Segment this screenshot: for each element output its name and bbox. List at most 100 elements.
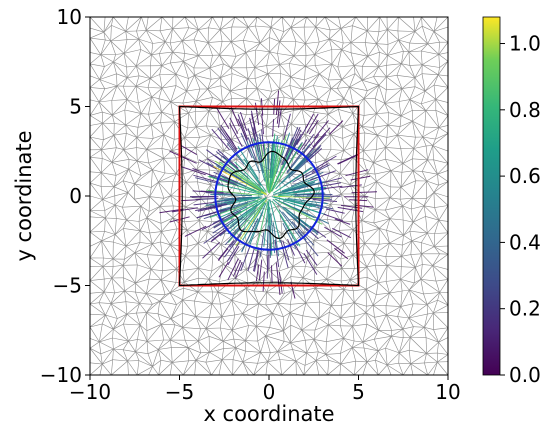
mesh-edge	[122, 169, 129, 181]
mesh-edge	[230, 78, 249, 92]
mesh-edge	[235, 169, 249, 184]
mesh-edge	[378, 281, 387, 283]
mesh-edge	[208, 110, 218, 113]
mesh-edge	[195, 352, 201, 361]
vector-arrow	[337, 153, 359, 165]
mesh-edge	[134, 196, 150, 200]
mesh-edge	[164, 292, 171, 295]
mesh-edge	[111, 85, 118, 101]
mesh-edge	[425, 99, 437, 111]
vector-arrow	[227, 258, 239, 281]
mesh-edge	[136, 17, 142, 32]
mesh-edge	[438, 42, 440, 55]
mesh-edge	[363, 149, 377, 151]
mesh-edge	[313, 339, 319, 352]
mesh-edge	[90, 280, 105, 293]
mesh-edge	[90, 210, 106, 219]
mesh-edge	[135, 351, 140, 361]
vector-arrow	[217, 183, 264, 196]
mesh-edge	[114, 192, 129, 206]
mesh-edge	[424, 361, 438, 364]
vector-arrow	[201, 218, 224, 231]
mesh-edge	[385, 265, 388, 282]
mesh-edge	[372, 292, 390, 306]
mesh-edge	[113, 175, 117, 187]
mesh-edge	[366, 304, 374, 307]
mesh-edge	[171, 362, 184, 375]
mesh-edge	[352, 326, 355, 342]
mesh-edge	[112, 329, 114, 339]
mesh-edge	[389, 279, 401, 294]
mesh-edge	[374, 314, 387, 318]
mesh-edge	[292, 289, 304, 291]
mesh-edge	[105, 217, 116, 235]
mesh-edge	[124, 109, 127, 126]
mesh-edge	[423, 205, 440, 221]
mesh-edge	[385, 147, 401, 149]
mesh-edge	[361, 126, 373, 128]
mesh-edge	[421, 246, 435, 255]
mesh-edge	[174, 112, 189, 123]
mesh-edge	[223, 63, 232, 69]
mesh-edge	[353, 229, 355, 245]
mesh-edge	[361, 209, 376, 221]
mesh-edge	[242, 303, 259, 314]
mesh-edge	[122, 259, 125, 266]
mesh-edge	[219, 150, 224, 164]
mesh-edge	[426, 180, 439, 186]
mesh-edge	[122, 252, 136, 266]
mesh-edge	[284, 341, 291, 343]
mesh-edge	[90, 115, 103, 124]
mesh-edge	[184, 147, 187, 157]
mesh-edge	[123, 323, 141, 326]
mesh-edge	[149, 181, 159, 197]
mesh-edge	[411, 208, 414, 223]
mesh-edge	[161, 217, 174, 232]
mesh-edge	[279, 359, 296, 362]
mesh-edge	[305, 302, 320, 319]
vector-arrow	[282, 240, 290, 261]
mesh-edge	[401, 266, 416, 268]
mesh-edge	[363, 181, 377, 188]
mesh-edge	[410, 362, 425, 365]
mesh-edge	[123, 349, 136, 353]
mesh-edge	[291, 123, 306, 125]
mesh-edge	[199, 134, 211, 138]
mesh-edge	[90, 326, 100, 343]
mesh-edge	[196, 158, 208, 170]
vector-arrow	[249, 117, 256, 141]
mesh-edge	[220, 85, 223, 102]
mesh-edge	[290, 66, 306, 78]
mesh-edge	[188, 347, 197, 361]
mesh-edge	[161, 111, 175, 123]
mesh-edge	[364, 243, 380, 245]
y-tick-label: 10	[57, 5, 82, 29]
mesh-edge	[354, 340, 363, 343]
mesh-edge	[422, 54, 439, 66]
mesh-edge	[415, 264, 423, 268]
mesh-edge	[134, 252, 138, 265]
mesh-edge	[220, 26, 232, 30]
mesh-edge	[373, 162, 392, 171]
vector-arrow	[212, 198, 239, 203]
mesh-edge	[101, 240, 114, 260]
mesh-edge	[125, 245, 135, 254]
mesh-edge	[398, 39, 404, 52]
mesh-edge	[102, 122, 115, 136]
vector-arrow	[181, 145, 198, 156]
mesh-edge	[158, 349, 173, 363]
mesh-edge	[126, 77, 137, 87]
mesh-edge	[398, 31, 416, 41]
mesh-edge	[159, 74, 163, 89]
vector-arrow	[230, 209, 256, 237]
mesh-edge	[175, 256, 177, 270]
mesh-edge	[302, 315, 320, 319]
mesh-edge	[409, 349, 427, 354]
mesh-edge	[292, 258, 294, 267]
mesh-edge	[171, 347, 189, 363]
mesh-edge	[293, 55, 306, 67]
mesh-edge	[90, 266, 104, 281]
mesh-edge	[136, 160, 142, 176]
mesh-edge	[352, 312, 367, 327]
mesh-edge	[400, 267, 416, 280]
